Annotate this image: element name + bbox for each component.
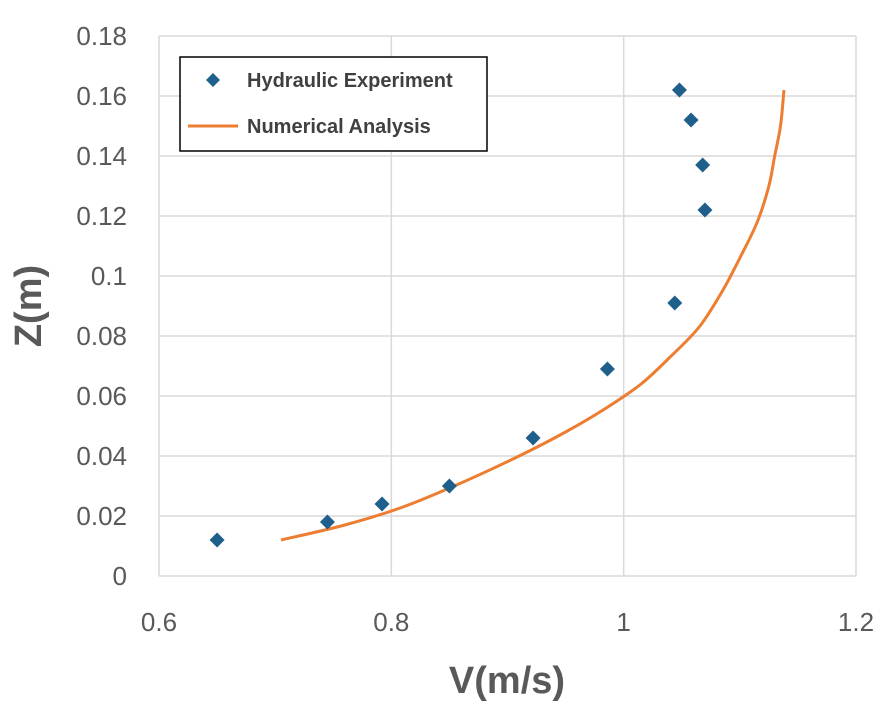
- hydraulic-experiment-point: [697, 202, 713, 218]
- x-tick-label: 1.2: [838, 607, 874, 637]
- hydraulic-experiment-point: [525, 430, 541, 446]
- y-tick-label: 0.04: [76, 441, 127, 471]
- x-axis-title: V(m/s): [449, 660, 565, 702]
- x-tick-label: 0.6: [141, 607, 177, 637]
- y-tick-label: 0.18: [76, 21, 127, 51]
- x-tick-label: 0.8: [373, 607, 409, 637]
- hydraulic-experiment-point: [209, 532, 225, 548]
- hydraulic-experiment-point: [667, 295, 683, 311]
- y-tick-label: 0.14: [76, 141, 127, 171]
- y-tick-label: 0.06: [76, 381, 127, 411]
- hydraulic-experiment-point: [319, 514, 335, 530]
- numerical-analysis-line: [280, 89, 786, 542]
- y-tick-label: 0.1: [91, 261, 127, 291]
- x-tick-label: 1: [616, 607, 630, 637]
- y-tick-label: 0.16: [76, 81, 127, 111]
- legend-label-numerical-analysis: Numerical Analysis: [247, 116, 431, 138]
- hydraulic-experiment-point: [695, 157, 711, 173]
- x-axis-ticks: 0.6 0.8 1 1.2: [141, 607, 874, 637]
- grid: [159, 35, 857, 576]
- legend: Hydraulic Experiment Numerical Analysis: [179, 56, 488, 152]
- legend-marker-hydraulic-experiment: [206, 73, 220, 87]
- hydraulic-experiment-point: [374, 496, 390, 512]
- hydraulic-experiment-point: [671, 82, 687, 98]
- series-layer: [209, 82, 786, 548]
- y-tick-label: 0.12: [76, 201, 127, 231]
- y-tick-label: 0: [113, 561, 127, 591]
- y-tick-label: 0.08: [76, 321, 127, 351]
- hydraulic-experiment-point: [683, 112, 699, 128]
- y-tick-label: 0.02: [76, 501, 127, 531]
- legend-label-hydraulic-experiment: Hydraulic Experiment: [247, 70, 453, 92]
- y-axis-ticks: 0 0.02 0.04 0.06 0.08 0.1 0.12 0.14 0.16 0.18: [76, 21, 127, 591]
- legend-box: [179, 56, 488, 152]
- hydraulic-experiment-point: [599, 361, 615, 377]
- hydraulic-experiment-point: [441, 478, 457, 494]
- plot-frame: [158, 36, 856, 577]
- y-axis-title: Z(m): [8, 265, 50, 347]
